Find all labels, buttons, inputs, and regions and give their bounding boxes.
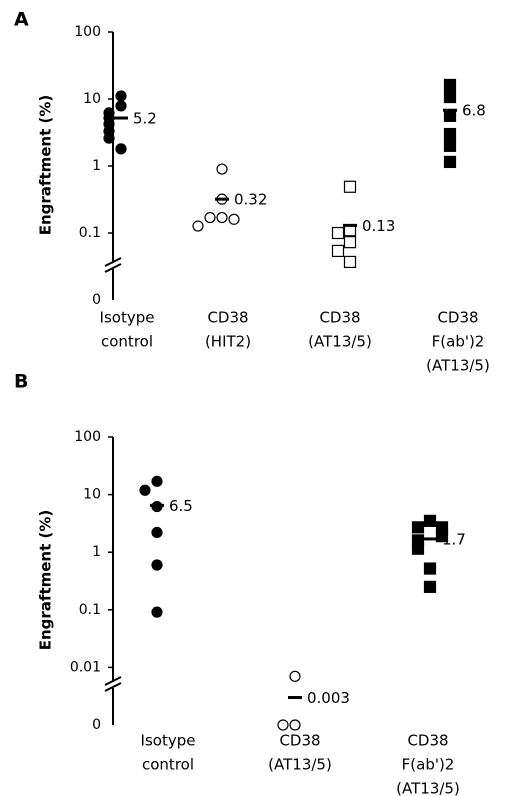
y-axis-label: Engraftment (%) xyxy=(37,95,55,236)
median-bar xyxy=(288,696,302,700)
x-category-label: control xyxy=(142,756,194,774)
data-point xyxy=(423,580,437,593)
median-bar xyxy=(114,116,128,120)
data-point xyxy=(443,155,457,169)
data-point xyxy=(435,530,449,543)
data-point xyxy=(343,236,357,249)
axis-break xyxy=(104,676,122,686)
data-point xyxy=(443,139,457,152)
x-category-label: (AT13/5) xyxy=(426,357,490,375)
data-point xyxy=(115,90,127,102)
data-point xyxy=(151,559,163,571)
data-point xyxy=(192,220,204,232)
panel-label: A xyxy=(14,9,29,31)
data-point xyxy=(443,127,457,141)
y-tick-label: 0.1 xyxy=(79,602,101,618)
data-point xyxy=(204,211,216,224)
y-tick-label: 100 xyxy=(74,429,101,445)
x-category-label: Isotype xyxy=(100,309,155,327)
axis-break xyxy=(104,263,122,273)
panel-label: B xyxy=(14,371,28,393)
median-label: 0.003 xyxy=(307,689,350,707)
y-tick-label: 100 xyxy=(74,24,101,40)
data-point xyxy=(331,226,345,240)
x-category-label: F(ab')2 xyxy=(402,756,455,774)
x-category-label: CD38 xyxy=(319,309,360,327)
data-point xyxy=(216,211,228,224)
axis-break-gap xyxy=(105,263,121,269)
y-tick-label: 0 xyxy=(92,292,101,308)
data-point xyxy=(331,244,345,258)
median-label: 5.2 xyxy=(133,110,157,128)
data-point xyxy=(115,143,127,155)
x-category-label: CD38 xyxy=(279,732,320,750)
data-point xyxy=(216,163,228,175)
x-category-label: (AT13/5) xyxy=(268,756,332,774)
x-category-label: (HIT2) xyxy=(205,333,251,351)
median-label: 6.5 xyxy=(169,497,193,515)
median-bar xyxy=(443,108,457,112)
data-point xyxy=(151,526,163,539)
data-point xyxy=(443,90,457,104)
x-category-label: control xyxy=(101,333,153,351)
data-point xyxy=(151,606,163,618)
data-point xyxy=(443,78,457,92)
y-tick-label: 1 xyxy=(92,544,101,560)
data-point xyxy=(103,132,115,144)
x-category-label: F(ab')2 xyxy=(432,333,485,351)
median-label: 6.8 xyxy=(462,102,486,120)
y-tick-label: 0 xyxy=(92,717,101,733)
data-point xyxy=(289,719,301,731)
x-category-label: CD38 xyxy=(207,309,248,327)
y-tick-label: 10 xyxy=(83,91,101,107)
median-bar xyxy=(343,223,357,227)
median-label: 0.32 xyxy=(234,191,267,209)
median-label: 1.7 xyxy=(442,530,466,548)
data-point xyxy=(411,521,425,534)
data-point xyxy=(277,719,289,731)
data-point xyxy=(115,100,127,112)
axis-break xyxy=(104,682,122,692)
median-bar xyxy=(423,537,437,541)
median-bar xyxy=(150,503,164,507)
axis-break xyxy=(104,257,122,267)
data-point xyxy=(289,670,301,682)
y-tick-label: 10 xyxy=(83,487,101,503)
data-point xyxy=(343,255,357,269)
y-tick-label: 0.01 xyxy=(70,659,101,675)
data-point xyxy=(443,109,457,122)
x-category-label: Isotype xyxy=(141,732,196,750)
x-category-label: CD38 xyxy=(407,732,448,750)
axis-break-gap xyxy=(105,682,121,688)
data-point xyxy=(151,475,163,487)
y-axis-label: Engraftment (%) xyxy=(37,510,55,651)
x-category-label: (AT13/5) xyxy=(308,333,372,351)
median-bar xyxy=(215,197,229,201)
x-category-label: (AT13/5) xyxy=(396,780,460,796)
data-point xyxy=(411,542,425,555)
data-point xyxy=(423,514,437,527)
data-point xyxy=(423,562,437,575)
data-point xyxy=(139,484,151,496)
data-point xyxy=(343,180,357,193)
data-point xyxy=(228,213,240,225)
y-tick-label: 1 xyxy=(92,158,101,174)
median-label: 0.13 xyxy=(362,217,395,235)
y-tick-label: 0.1 xyxy=(79,225,101,241)
x-category-label: CD38 xyxy=(437,309,478,327)
